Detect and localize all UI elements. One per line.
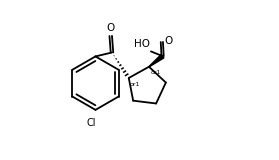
- Text: O: O: [107, 23, 115, 33]
- Text: HO: HO: [134, 39, 150, 49]
- Text: or1: or1: [151, 70, 161, 75]
- Text: or1: or1: [130, 82, 140, 87]
- Polygon shape: [149, 54, 164, 67]
- Text: O: O: [165, 36, 173, 46]
- Text: Cl: Cl: [87, 118, 96, 128]
